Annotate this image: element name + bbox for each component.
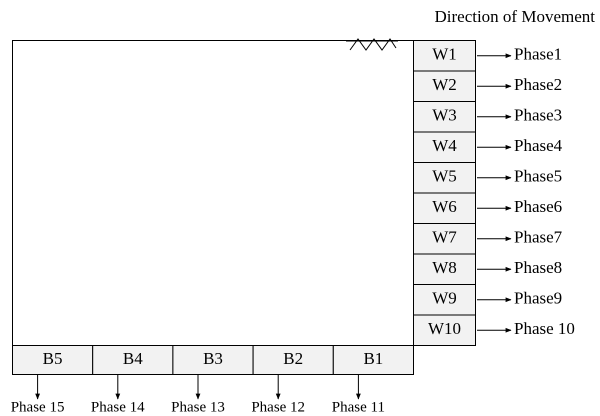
bottom-cell-label: B3 <box>203 349 223 368</box>
hatch-symbol <box>346 38 398 51</box>
phase-label: Phase 12 <box>251 399 305 415</box>
bottom-cell-label: B1 <box>363 349 383 368</box>
title: Direction of Movement <box>434 7 595 26</box>
side-cell <box>413 131 476 163</box>
side-cell <box>413 162 476 194</box>
side-cell-label: W6 <box>432 197 457 216</box>
bottom-cell-label: B4 <box>123 349 143 368</box>
side-cell <box>413 192 476 224</box>
side-cell-label: W7 <box>432 228 457 247</box>
phase-label: Phase 13 <box>171 399 225 415</box>
side-cell <box>413 101 476 133</box>
main-area <box>12 40 414 346</box>
phase-label: Phase 11 <box>332 399 385 415</box>
bottom-cell <box>332 345 414 375</box>
bottom-cell <box>252 345 334 375</box>
phase-label: Phase3 <box>514 106 562 125</box>
side-cell-label: W3 <box>432 106 457 125</box>
bottom-cell <box>12 345 94 375</box>
phase-label: Phase6 <box>514 197 562 216</box>
side-cell <box>413 223 476 255</box>
side-cell <box>413 284 476 316</box>
side-cell-label: W1 <box>432 45 457 64</box>
phase-label: Phase 10 <box>514 319 575 338</box>
bottom-cell-label: B5 <box>43 349 63 368</box>
phase-label: Phase9 <box>514 289 562 308</box>
side-cell-label: W4 <box>432 136 457 155</box>
side-cell <box>413 40 476 72</box>
bottom-cell <box>172 345 254 375</box>
phase-label: Phase4 <box>514 136 563 155</box>
phase-label: Phase7 <box>514 228 563 247</box>
bottom-cell-label: B2 <box>283 349 303 368</box>
phase-label: Phase1 <box>514 45 562 64</box>
phase-label: Phase8 <box>514 258 562 277</box>
side-cell <box>413 70 476 102</box>
side-cell <box>413 253 476 285</box>
phase-label: Phase2 <box>514 75 562 94</box>
side-cell-label: W2 <box>432 75 457 94</box>
side-cell-label: W9 <box>432 289 457 308</box>
side-cell-label: W10 <box>428 319 461 338</box>
side-cell-label: W8 <box>432 258 457 277</box>
side-cell <box>413 314 476 346</box>
side-cell-label: W5 <box>432 167 457 186</box>
phase-label: Phase 14 <box>91 399 145 415</box>
phase-label: Phase 15 <box>11 399 65 415</box>
phase-label: Phase5 <box>514 167 562 186</box>
